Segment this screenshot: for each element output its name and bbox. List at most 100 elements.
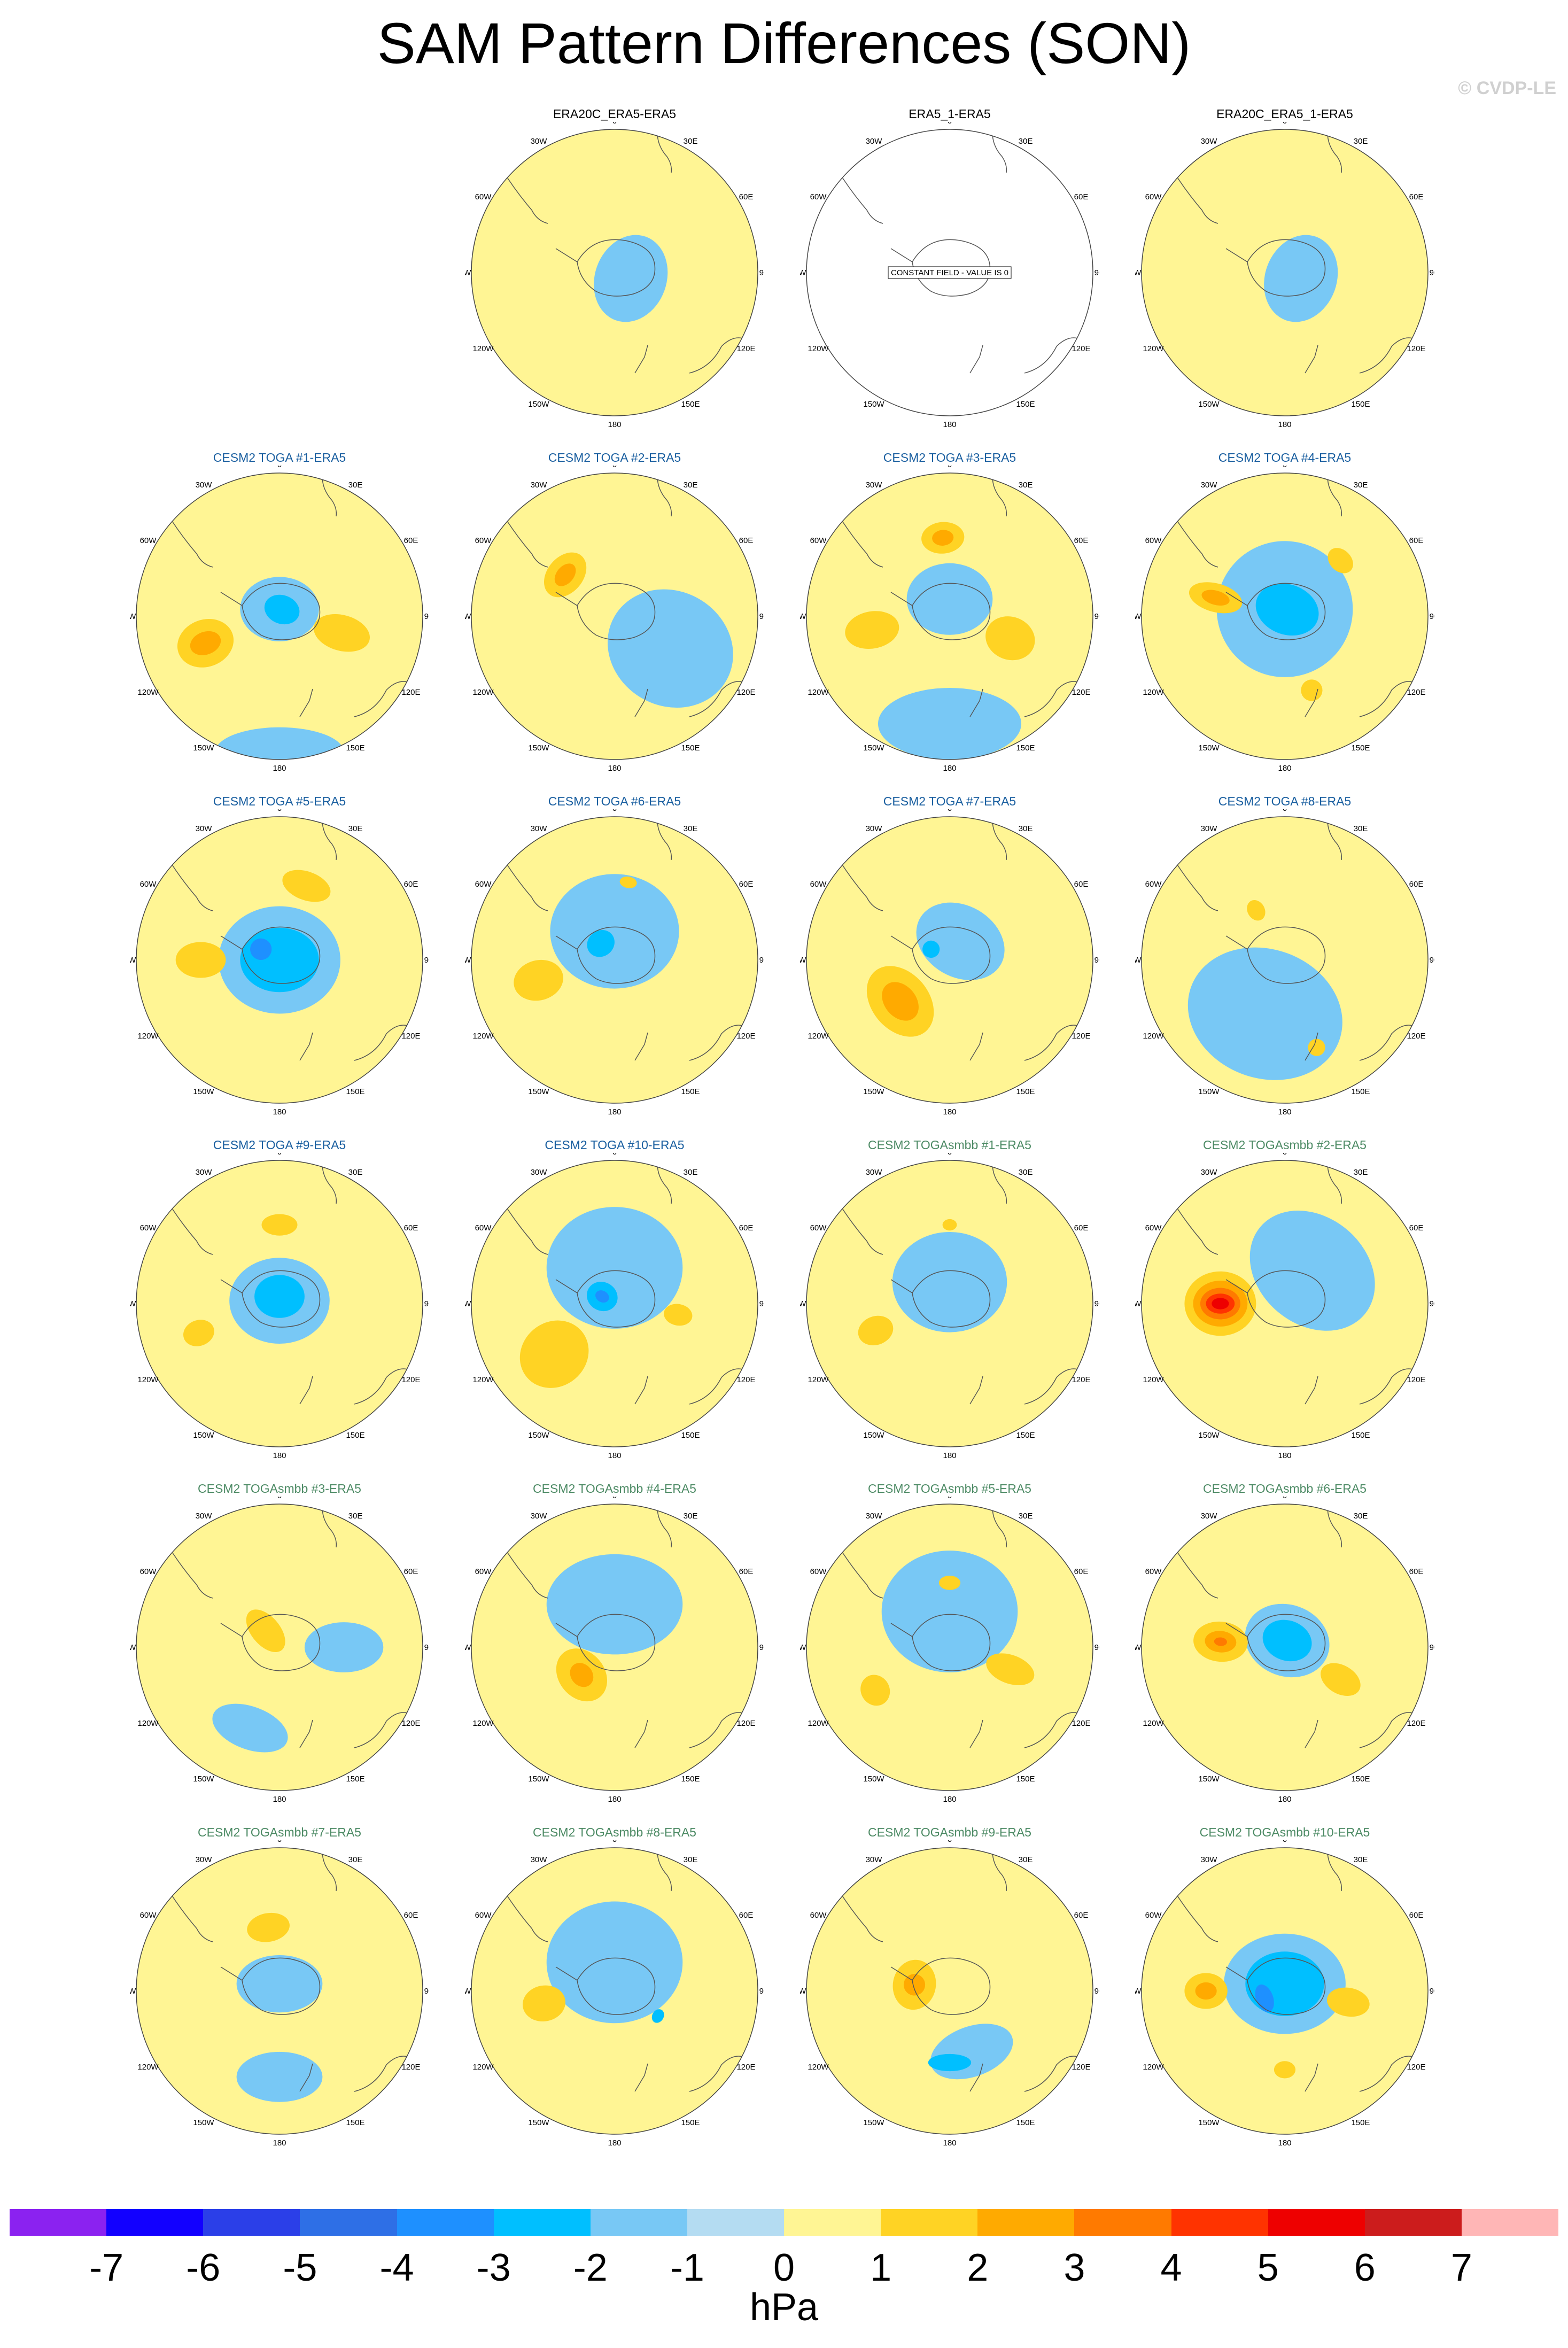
contour-region	[1201, 590, 1230, 606]
longitude-label: 30W	[196, 481, 213, 490]
map-border	[1141, 1504, 1429, 1791]
contour-region	[212, 1703, 288, 1753]
longitude-label: 60E	[1074, 1223, 1089, 1233]
map-border	[806, 1504, 1093, 1791]
contour-region	[246, 1609, 285, 1653]
map-border	[471, 1847, 758, 2135]
australia-coastline	[689, 2056, 743, 2092]
longitude-label: 90W	[465, 1987, 471, 1996]
africa-coastline	[1327, 819, 1342, 861]
australia-coastline	[354, 1025, 408, 1061]
antarctica-coastline	[555, 1957, 656, 2015]
new-zealand-coastline	[1305, 1032, 1318, 1061]
longitude-label: 60W	[1145, 192, 1162, 202]
longitude-label: 90E	[424, 1643, 429, 1652]
longitude-label: 30E	[684, 481, 698, 490]
polar-map: 0 30E 60E 90E 120E 150E 180 150W 120W 90W 60W 30W	[1135, 809, 1434, 1117]
longitude-label: 30E	[684, 1855, 698, 1864]
panel-title: ERA20C_ERA5_1-ERA5	[1216, 107, 1353, 121]
longitude-label: 150E	[681, 1087, 700, 1096]
africa-coastline	[992, 476, 1007, 517]
colorbar-tick-label: 6	[1354, 2246, 1376, 2289]
map-panel: CESM2 TOGAsmbb #8-ERA50 30E 60E 90E 120E 150E…	[465, 1825, 764, 2167]
contour-region	[1249, 1211, 1375, 1331]
contour-region	[1187, 947, 1342, 1080]
longitude-label: 120E	[736, 344, 755, 353]
longitude-label: 120W	[1143, 1375, 1164, 1384]
map-panel: CESM2 TOGA #9-ERA50 30E 60E 90E 120E 150E 180 1…	[130, 1138, 429, 1480]
colorbar-tick-label: 4	[1160, 2246, 1182, 2289]
longitude-label: 120W	[808, 344, 829, 353]
contour-region	[903, 1974, 926, 1996]
longitude-label: 90E	[1430, 612, 1434, 621]
contour-region	[1321, 1663, 1361, 1696]
longitude-label: 150E	[1016, 400, 1035, 409]
map-border	[136, 1847, 423, 2135]
longitude-label: 30W	[1201, 481, 1218, 490]
longitude-label: 60W	[1145, 1567, 1162, 1576]
longitude-label: 90E	[1430, 956, 1434, 965]
antarctica-coastline	[890, 583, 991, 640]
longitude-label: 120E	[401, 1719, 420, 1728]
panel-title: CESM2 TOGA #7-ERA5	[883, 794, 1016, 808]
longitude-label: 90W	[465, 1643, 471, 1652]
longitude-label: 150E	[681, 1774, 700, 1784]
polar-map: 0 30E 60E 90E 120E 150E 180 150W 120W 90W 60W 30W	[465, 466, 764, 773]
longitude-label: 30E	[1019, 137, 1033, 146]
new-zealand-coastline	[1305, 2063, 1318, 2092]
longitude-label: 0	[612, 1153, 617, 1157]
longitude-label: 30W	[531, 1512, 548, 1521]
longitude-label: 90E	[1430, 1987, 1434, 1996]
africa-coastline	[1327, 1507, 1342, 1548]
polar-map: 0 30E 60E 90E 120E 150E 180 150W 120W 90W 60W 30W	[1135, 1840, 1434, 2148]
longitude-label: 90E	[759, 956, 764, 965]
longitude-label: 60W	[810, 536, 827, 545]
panel-title: CESM2 TOGA #5-ERA5	[213, 794, 346, 808]
constant-field-label: CONSTANT FIELD - VALUE IS 0	[891, 268, 1008, 277]
longitude-label: 120E	[736, 1032, 755, 1041]
longitude-label: 150E	[681, 400, 700, 409]
contour-region	[254, 1275, 305, 1318]
contour-region	[546, 1554, 683, 1655]
longitude-label: 180	[608, 2138, 621, 2148]
longitude-label: 90W	[130, 612, 136, 621]
longitude-label: 90W	[130, 1299, 136, 1308]
panel-title: CESM2 TOGAsmbb #9-ERA5	[868, 1825, 1031, 1839]
south-america-coastline	[502, 1544, 548, 1599]
colorbar-tick-label: 2	[967, 2246, 989, 2289]
contour-region	[587, 929, 615, 957]
contour-region	[1328, 548, 1353, 574]
contour-region	[860, 1675, 890, 1706]
longitude-label: 150W	[1198, 743, 1220, 753]
longitude-label: 90W	[800, 1643, 806, 1652]
longitude-label: 30W	[1201, 1512, 1218, 1521]
panel-title: CESM2 TOGAsmbb #3-ERA5	[198, 1482, 361, 1495]
panel-title: CESM2 TOGA #8-ERA5	[1218, 794, 1352, 808]
polar-map: 0 30E 60E 90E 120E 150E 180 150W 120W 90W 60W 30W	[465, 122, 764, 429]
antarctica-coastline	[555, 1270, 656, 1328]
south-america-coastline	[837, 1888, 883, 1942]
map-panel: CESM2 TOGAsmbb #3-ERA5 0 30E 60E 90E 120E 150E…	[130, 1482, 429, 1824]
longitude-label: 120W	[137, 1032, 159, 1041]
longitude-label: 90W	[800, 268, 806, 277]
longitude-label: 120W	[1143, 1719, 1164, 1728]
map-border	[471, 1160, 758, 1447]
colorbar-swatch	[203, 2209, 300, 2236]
longitude-label: 150E	[346, 1774, 364, 1784]
australia-coastline	[689, 1712, 743, 1748]
longitude-label: 0	[277, 809, 282, 813]
longitude-label: 90E	[1095, 1299, 1099, 1308]
longitude-label: 180	[608, 1107, 621, 1117]
longitude-label: 120E	[401, 2063, 420, 2072]
polar-map: 0 30E 60E 90E 120E 150E 180 150W 120W 90W 60W 30W	[465, 1497, 764, 1804]
longitude-label: 30E	[1354, 1512, 1368, 1521]
longitude-label: 180	[273, 2138, 286, 2148]
map-panel: CESM2 TOGAsmbb #10-ERA50 30E 60E 90E 120E 150…	[1135, 1825, 1434, 2167]
new-zealand-coastline	[634, 2063, 648, 2092]
longitude-label: 90E	[424, 612, 429, 621]
colorbar-swatch	[687, 2209, 784, 2236]
polar-map: 0 30E 60E 90E 120E 150E 180 150W 120W 90W 60W 30W	[800, 466, 1099, 773]
africa-coastline	[322, 819, 337, 861]
africa-coastline	[992, 1507, 1007, 1548]
longitude-label: 180	[1278, 2138, 1291, 2148]
